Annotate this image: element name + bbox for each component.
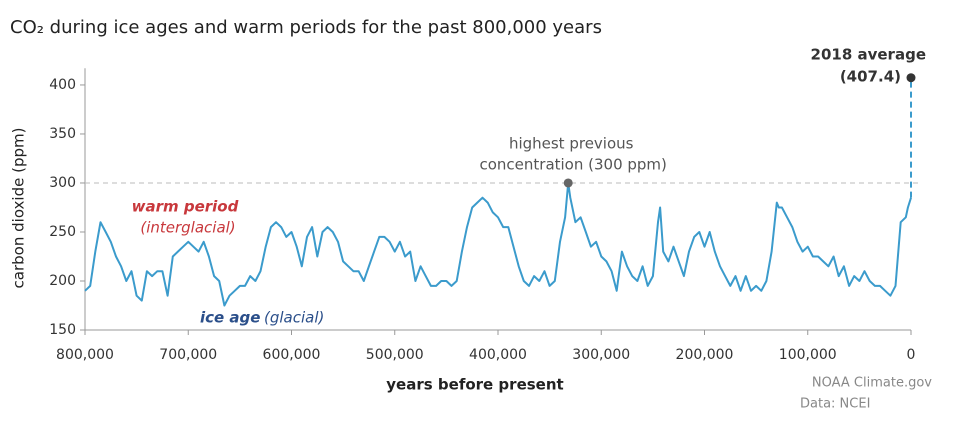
y-axis-label: carbon dioxide (ppm) bbox=[10, 128, 28, 289]
period-label: ice age bbox=[200, 309, 260, 327]
data-line bbox=[84, 182, 912, 307]
annotation: 2018 average bbox=[811, 46, 926, 64]
y-tick-label: 200 bbox=[49, 273, 76, 289]
x-tick-label: 0 bbox=[907, 347, 916, 363]
annotation: highest previous bbox=[509, 135, 634, 153]
annotation-value: (407.4) bbox=[840, 68, 901, 86]
y-tick-label: 350 bbox=[49, 126, 76, 142]
y-tick-label: 400 bbox=[49, 77, 76, 93]
chart-title: CO₂ during ice ages and warm periods for… bbox=[10, 17, 602, 38]
highlight-point bbox=[563, 178, 573, 188]
credit: NOAA Climate.gov bbox=[812, 376, 932, 391]
x-tick-label: 200,000 bbox=[676, 347, 734, 363]
y-tick-label: 300 bbox=[49, 175, 76, 191]
credit: Data: NCEI bbox=[800, 397, 870, 412]
annotation: concentration (300 ppm) bbox=[479, 156, 666, 174]
period-label: (interglacial) bbox=[140, 219, 235, 237]
y-tick-label: 150 bbox=[49, 322, 76, 338]
y-tick-label: 250 bbox=[49, 224, 76, 240]
x-tick-label: 800,000 bbox=[56, 347, 114, 363]
x-tick-label: 100,000 bbox=[779, 347, 837, 363]
period-label: warm period bbox=[132, 198, 239, 216]
x-tick-label: 700,000 bbox=[159, 347, 217, 363]
period-label: (glacial) bbox=[264, 309, 324, 327]
x-tick-label: 400,000 bbox=[469, 347, 527, 363]
x-tick-label: 600,000 bbox=[263, 347, 321, 363]
x-axis-label: years before present bbox=[386, 376, 563, 394]
x-tick-label: 500,000 bbox=[366, 347, 424, 363]
x-tick-label: 300,000 bbox=[572, 347, 630, 363]
highlight-point bbox=[906, 73, 916, 83]
